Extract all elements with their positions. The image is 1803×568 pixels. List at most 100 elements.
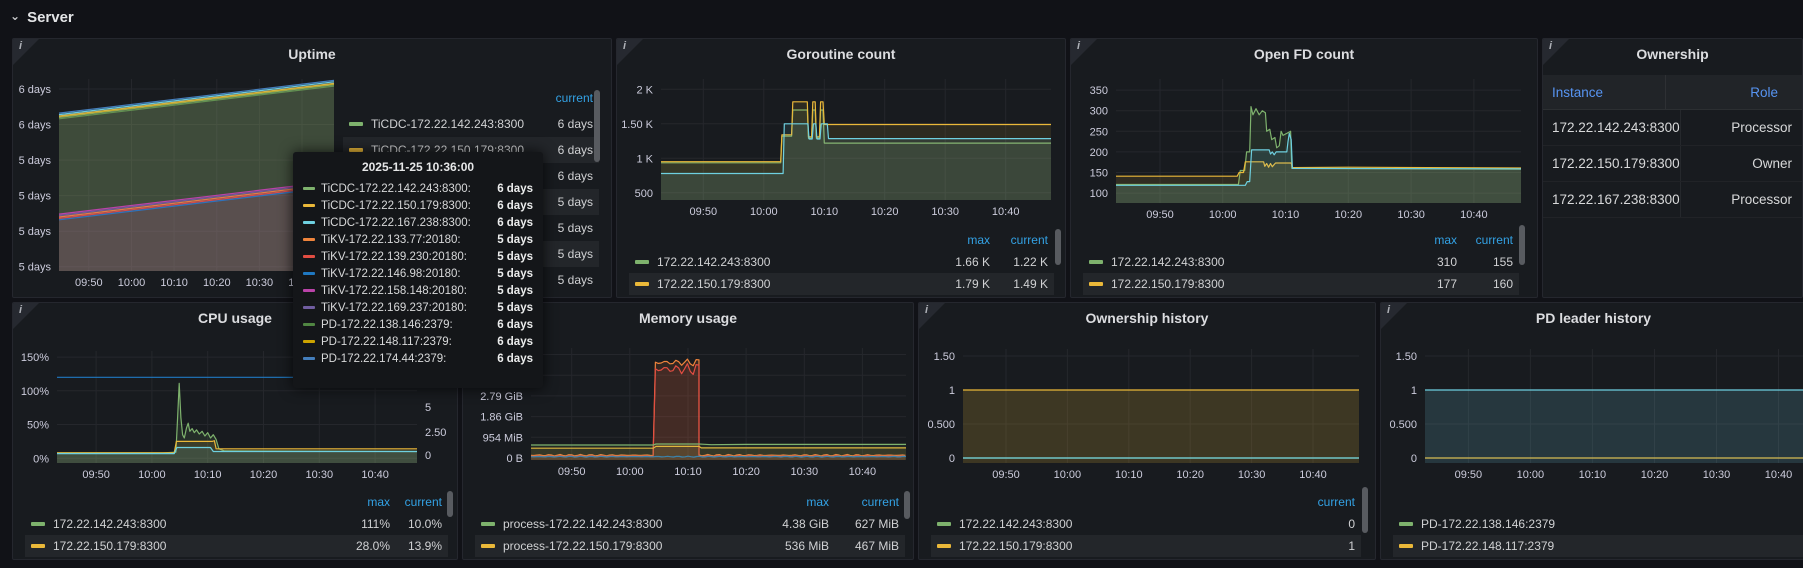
legend-header: maxcurrent: [1083, 229, 1519, 251]
svg-text:10:00: 10:00: [1054, 469, 1082, 481]
svg-text:09:50: 09:50: [558, 466, 586, 478]
series-color-swatch: [481, 544, 495, 548]
svg-text:0: 0: [949, 453, 955, 465]
legend-header: current: [931, 491, 1361, 513]
panel-info-icon[interactable]: i: [1543, 39, 1569, 65]
tooltip-series-list: TiCDC-172.22.142.243:8300:6 daysTiCDC-17…: [303, 180, 533, 367]
svg-text:10:40: 10:40: [1765, 469, 1793, 481]
series-color-swatch: [635, 260, 649, 264]
legend-header: maxcurrent: [475, 491, 905, 513]
legend-row[interactable]: process-172.22.150.179:8300536 MiB467 Mi…: [475, 535, 905, 557]
grafana-dashboard: ⌄ Server i Uptime 6 days6 days5 days5 da…: [0, 0, 1803, 568]
svg-text:350: 350: [1090, 85, 1108, 97]
legend-row[interactable]: PD-172.22.148.117:2379: [1393, 535, 1803, 557]
legend-row[interactable]: 172.22.142.243:8300111%10.0%: [25, 513, 448, 535]
legend-header: maxcurrent: [25, 491, 448, 513]
svg-text:50%: 50%: [27, 420, 49, 432]
svg-text:10:00: 10:00: [138, 469, 166, 481]
svg-text:10:20: 10:20: [871, 206, 899, 218]
panel-info-icon[interactable]: i: [13, 303, 39, 329]
svg-text:10:20: 10:20: [1641, 469, 1669, 481]
legend-scrollbar[interactable]: [1055, 229, 1061, 265]
panel-info-icon[interactable]: i: [1071, 39, 1097, 65]
tooltip-row: TiKV-172.22.133.77:20180:5 days: [303, 231, 533, 248]
svg-text:5 days: 5 days: [19, 191, 52, 203]
legend-scrollbar[interactable]: [447, 491, 453, 517]
panel-info-icon[interactable]: i: [13, 39, 39, 65]
svg-text:250: 250: [1090, 126, 1108, 138]
legend-row[interactable]: 172.22.150.179:83001: [931, 535, 1361, 557]
svg-text:10:20: 10:20: [250, 469, 278, 481]
series-color-swatch: [303, 221, 315, 224]
ownership-history-legend[interactable]: current172.22.142.243:83000172.22.150.17…: [931, 491, 1361, 557]
svg-text:100%: 100%: [21, 386, 49, 398]
column-header-role[interactable]: Role: [1665, 75, 1802, 109]
legend-row[interactable]: process-172.22.142.243:83004.38 GiB627 M…: [475, 513, 905, 535]
svg-text:0: 0: [425, 450, 431, 462]
svg-text:1.50: 1.50: [934, 351, 955, 363]
svg-text:6 days: 6 days: [19, 120, 52, 132]
svg-text:0.500: 0.500: [927, 419, 955, 431]
svg-text:10:10: 10:10: [811, 206, 839, 218]
svg-text:150: 150: [1090, 168, 1108, 180]
svg-text:10:10: 10:10: [1115, 469, 1143, 481]
series-color-swatch: [937, 522, 951, 526]
panel-info-icon[interactable]: i: [919, 303, 945, 329]
series-color-swatch: [303, 323, 315, 326]
svg-text:10:20: 10:20: [732, 466, 760, 478]
legend-scrollbar[interactable]: [594, 90, 600, 162]
svg-text:10:10: 10:10: [160, 277, 188, 289]
svg-text:10:10: 10:10: [674, 466, 702, 478]
legend-row[interactable]: 172.22.142.243:83001.66 K1.22 K: [629, 251, 1054, 273]
panel-info-icon[interactable]: i: [1381, 303, 1407, 329]
legend-row[interactable]: PD-172.22.138.146:2379: [1393, 513, 1803, 535]
legend-header: current: [343, 85, 599, 111]
legend-scrollbar[interactable]: [1519, 225, 1525, 265]
svg-text:1.86 GiB: 1.86 GiB: [480, 412, 523, 424]
svg-text:0%: 0%: [33, 453, 49, 465]
svg-text:10:00: 10:00: [1209, 209, 1237, 221]
svg-text:10:30: 10:30: [1238, 469, 1266, 481]
chevron-down-icon: ⌄: [10, 9, 20, 23]
legend-scrollbar[interactable]: [1362, 487, 1368, 533]
svg-text:10:30: 10:30: [931, 206, 959, 218]
open-fd-legend[interactable]: maxcurrent172.22.142.243:8300310155172.2…: [1083, 229, 1519, 295]
cpu-legend[interactable]: maxcurrent172.22.142.243:8300111%10.0%17…: [25, 491, 448, 557]
series-color-swatch: [303, 187, 315, 190]
legend-row[interactable]: 172.22.150.179:8300177160: [1083, 273, 1519, 295]
series-color-swatch: [1399, 544, 1413, 548]
series-color-swatch: [303, 255, 315, 258]
goroutine-legend[interactable]: maxcurrent172.22.142.243:83001.66 K1.22 …: [629, 229, 1054, 295]
legend-row[interactable]: 172.22.150.179:83001.79 K1.49 K: [629, 273, 1054, 295]
series-color-swatch: [349, 122, 363, 126]
series-color-swatch: [303, 357, 315, 360]
graph-tooltip: 2025-11-25 10:36:00 TiCDC-172.22.142.243…: [293, 152, 543, 388]
svg-text:10:00: 10:00: [1517, 469, 1545, 481]
legend-row[interactable]: 172.22.150.179:830028.0%13.9%: [25, 535, 448, 557]
panel-ownership-history: i Ownership history 1.5010.500009:5010:0…: [918, 302, 1376, 560]
svg-text:300: 300: [1090, 106, 1108, 118]
series-color-swatch: [303, 238, 315, 241]
svg-text:1.50 K: 1.50 K: [621, 119, 653, 131]
legend-row[interactable]: TiCDC-172.22.142.243:83006 days: [343, 111, 599, 137]
svg-text:150%: 150%: [21, 352, 49, 364]
pd-leader-history-legend[interactable]: currentPD-172.22.138.146:2379PD-172.22.1…: [1393, 491, 1803, 557]
series-color-swatch: [303, 272, 315, 275]
svg-text:0.500: 0.500: [1389, 419, 1417, 431]
legend-scrollbar[interactable]: [904, 491, 910, 519]
column-header-instance[interactable]: Instance: [1543, 85, 1665, 100]
legend-header: maxcurrent: [629, 229, 1054, 251]
row-header-server[interactable]: ⌄ Server: [10, 6, 74, 28]
series-color-swatch: [1089, 260, 1103, 264]
tooltip-row: TiCDC-172.22.167.238:8300:6 days: [303, 214, 533, 231]
svg-text:10:40: 10:40: [1460, 209, 1488, 221]
svg-text:10:20: 10:20: [203, 277, 231, 289]
memory-legend[interactable]: maxcurrentprocess-172.22.142.243:83004.3…: [475, 491, 905, 557]
tooltip-row: PD-172.22.138.146:2379:6 days: [303, 316, 533, 333]
svg-text:09:50: 09:50: [992, 469, 1020, 481]
legend-row[interactable]: 172.22.142.243:83000: [931, 513, 1361, 535]
legend-row[interactable]: 172.22.142.243:8300310155: [1083, 251, 1519, 273]
panel-info-icon[interactable]: i: [617, 39, 643, 65]
ownership-table: InstanceRole172.22.142.243:8300Processor…: [1543, 75, 1802, 218]
svg-text:10:10: 10:10: [194, 469, 222, 481]
